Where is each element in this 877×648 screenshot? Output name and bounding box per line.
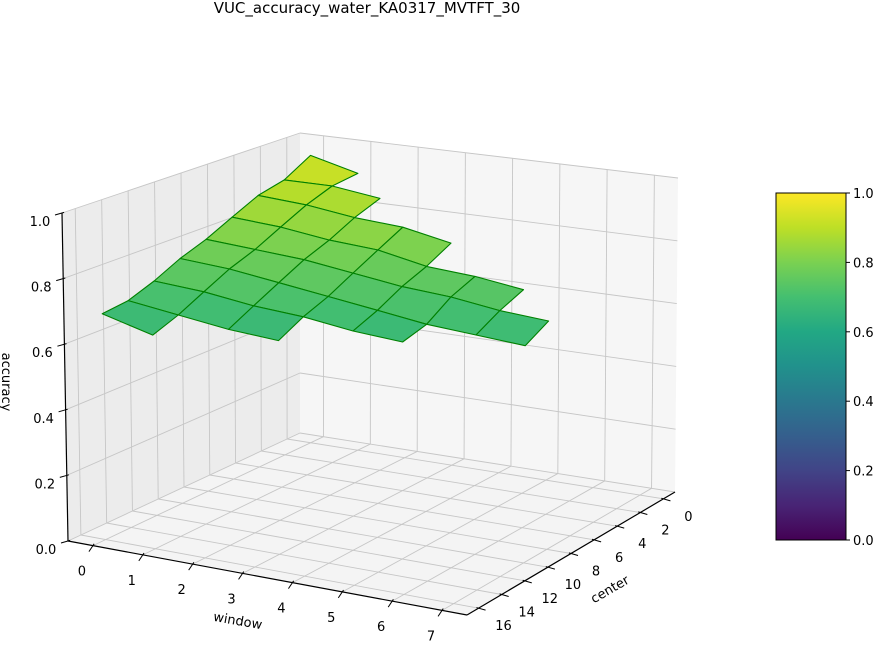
y-tick-label: 4	[638, 537, 646, 552]
y-tick-label: 2	[661, 524, 669, 539]
z-tick-label: 0.6	[32, 346, 53, 361]
colorbar-tick-label: 1.0	[853, 187, 874, 202]
y-tick-label: 8	[592, 565, 600, 580]
z-tick-label: 0.4	[33, 412, 54, 427]
x-tick-label: 7	[427, 629, 435, 644]
z-tick-label: 0.8	[31, 281, 52, 296]
colorbar-ticks: 0.0 0.2 0.4 0.6 0.8 1.0	[846, 187, 874, 549]
chart-title: VUC_accuracy_water_KA0317_MVTFT_30	[214, 0, 521, 18]
colorbar	[776, 193, 846, 540]
y-tick-label: 0	[684, 510, 692, 525]
colorbar-tick-label: 0.6	[853, 326, 874, 341]
z-tick-label: 1.0	[30, 215, 51, 230]
colorbar-tick-label: 0.2	[853, 465, 874, 480]
y-tick-label: 10	[565, 578, 582, 593]
z-tick-label: 0.2	[34, 477, 55, 492]
x-axis-label: window	[212, 610, 264, 633]
z-tick-label: 0.0	[36, 543, 57, 558]
x-tick-label: 0	[78, 565, 86, 580]
x-tick-label: 6	[377, 620, 385, 635]
x-tick-label: 4	[277, 602, 285, 617]
y-tick-label: 12	[542, 592, 559, 607]
x-tick-label: 1	[128, 574, 136, 589]
colorbar-tick-label: 0.4	[853, 395, 874, 410]
x-tick-label: 3	[227, 592, 235, 607]
colorbar-tick-label: 0.0	[853, 534, 874, 549]
y-tick-label: 14	[518, 606, 535, 621]
colorbar-tick-label: 0.8	[853, 256, 874, 271]
y-tick-label: 6	[615, 551, 623, 566]
y-tick-label: 16	[495, 619, 512, 634]
z-axis-label: accuracy	[0, 353, 13, 412]
x-tick-label: 2	[178, 583, 186, 598]
x-tick-label: 5	[327, 611, 335, 626]
